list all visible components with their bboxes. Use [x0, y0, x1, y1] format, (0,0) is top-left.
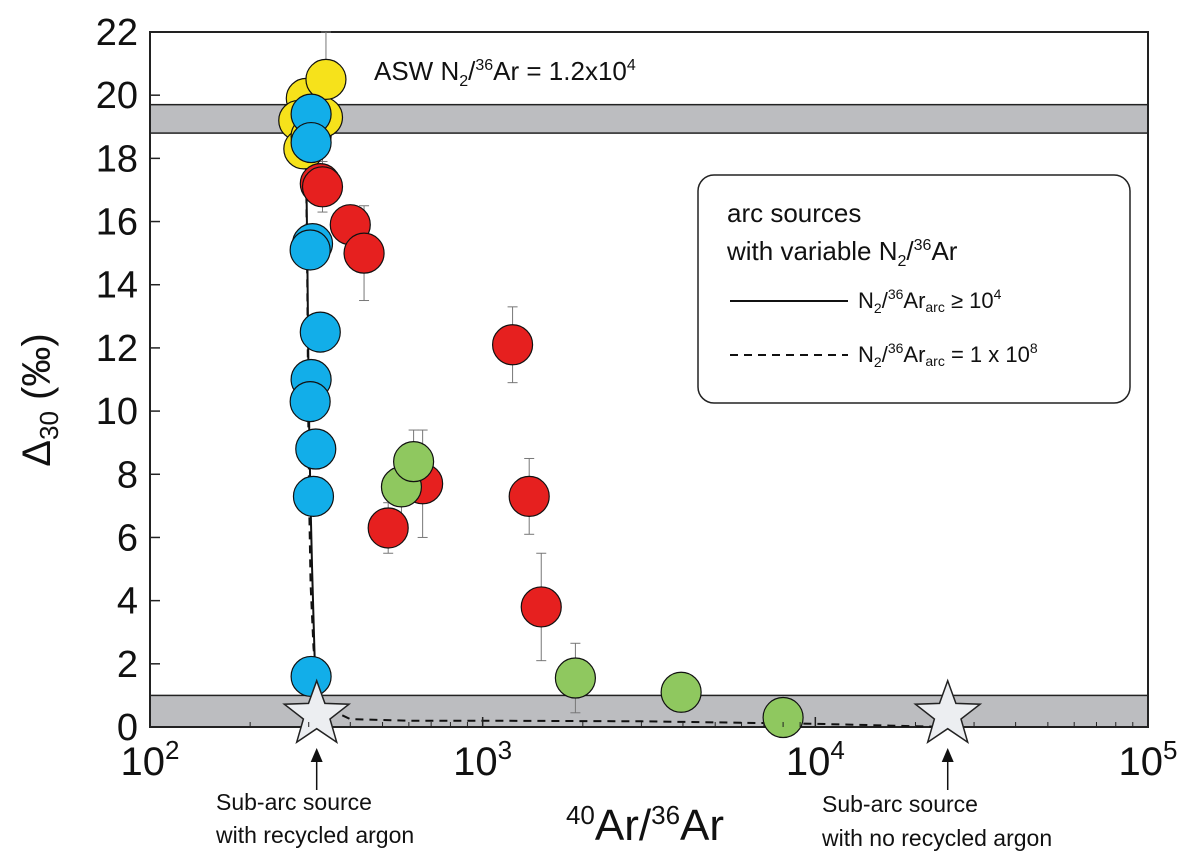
- annotation-recycled-line1: Sub-arc source: [216, 789, 372, 815]
- data-point: [491, 324, 534, 366]
- y-tick-label: 6: [117, 517, 138, 559]
- data-point: [554, 657, 596, 699]
- y-tick-label: 22: [96, 12, 138, 54]
- data-point: [343, 232, 385, 274]
- y-tick-label: 16: [96, 202, 138, 244]
- y-tick-label: 4: [117, 581, 138, 623]
- data-point: [393, 441, 435, 483]
- annotation-recycled-line2: with recycled argon: [215, 822, 414, 848]
- source-stars: [282, 678, 983, 790]
- annotation-arrow-head: [941, 748, 954, 762]
- annotation-recycled: Sub-arc source with recycled argon: [215, 789, 414, 848]
- y-tick-label: 2: [117, 644, 138, 686]
- y-tick-label: 12: [96, 328, 138, 370]
- data-point: [305, 58, 347, 100]
- data-point: [292, 475, 335, 517]
- data-point: [290, 655, 332, 698]
- y-tick-label: 0: [117, 707, 138, 749]
- y-tick-label: 18: [96, 138, 138, 180]
- plot-frame: [149, 31, 1149, 728]
- x-axis-label: 40Ar/36Ar: [566, 800, 724, 850]
- plot-border: [149, 31, 1149, 728]
- annotation-no-recycled-line1: Sub-arc source: [822, 791, 978, 817]
- axis-ticks: 0 2 4 6 8 10 12 14 16 18 20 22 102 103 104 105: [96, 12, 1178, 784]
- legend-entry-dashed: N2/36Ararc = 1 x 108: [858, 340, 1038, 370]
- x-tick-label: 105: [1119, 735, 1178, 784]
- annotation-arrow-head: [310, 748, 323, 762]
- legend-box: [697, 174, 1131, 404]
- data-point: [762, 696, 804, 739]
- source-star-icon: [282, 678, 352, 744]
- x-tick-label: 102: [121, 735, 180, 784]
- legend-title-line1: arc sources: [727, 198, 861, 228]
- legend-title-line2: with variable N2/36Ar: [726, 236, 958, 270]
- y-tick-label: 14: [96, 265, 138, 307]
- data-point: [289, 381, 331, 423]
- data-point: [520, 586, 562, 628]
- data-point: [290, 121, 332, 164]
- data-points: [278, 58, 804, 739]
- x-tick-label: 103: [453, 735, 512, 784]
- data-point: [367, 507, 409, 549]
- x-tick-label: 104: [786, 735, 845, 784]
- source-star-icon: [913, 678, 983, 744]
- data-point: [508, 475, 550, 517]
- data-point: [660, 671, 702, 713]
- legend: arc sources with variable N2/36Ar N2/36A…: [697, 174, 1131, 404]
- data-point: [299, 311, 341, 353]
- y-tick-label: 20: [96, 75, 138, 117]
- asw-band-label: ASW N2/36Ar = 1.2x104: [374, 56, 636, 90]
- annotation-no-recycled: Sub-arc source with no recycled argon: [821, 791, 1052, 851]
- y-axis-label: Δ30 (‰): [15, 333, 64, 466]
- y-tick-label: 8: [117, 454, 138, 496]
- legend-entry-solid: N2/36Ararc ≥ 104: [858, 286, 1002, 316]
- data-point: [301, 166, 344, 208]
- annotation-no-recycled-line2: with no recycled argon: [821, 825, 1052, 851]
- data-point: [289, 229, 331, 271]
- data-point: [295, 428, 337, 470]
- y-tick-label: 10: [96, 391, 138, 433]
